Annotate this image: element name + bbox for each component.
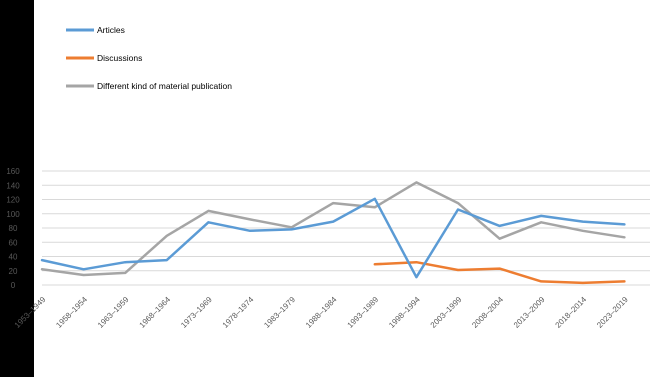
legend-label: Different kind of material publication — [97, 81, 232, 91]
data-point — [457, 208, 459, 211]
plot-background — [34, 0, 659, 377]
series-lines — [40, 181, 626, 285]
y-tick-label: 80 — [9, 224, 18, 233]
y-tick-label: 100 — [6, 210, 20, 219]
y-tick-label: 40 — [9, 253, 18, 262]
legend-label: Discussions — [97, 53, 142, 63]
legend-label: Articles — [97, 25, 125, 35]
y-axis-ticks: 0 20 40 60 80 100 120 140 160 — [6, 167, 20, 290]
y-tick-label: 140 — [6, 181, 20, 190]
data-point — [415, 261, 417, 263]
data-point — [540, 215, 542, 217]
y-tick-label: 20 — [9, 267, 18, 276]
data-point — [124, 272, 126, 274]
data-point — [249, 230, 251, 232]
data-point — [499, 268, 501, 270]
legend: Articles Discussions Different kind of mat… — [66, 25, 232, 91]
data-point — [166, 235, 168, 237]
data-point — [41, 268, 43, 270]
data-point — [582, 230, 584, 232]
data-point — [332, 220, 334, 223]
data-point — [291, 226, 293, 228]
data-point — [83, 274, 85, 276]
data-point — [540, 221, 542, 223]
data-point — [124, 261, 126, 263]
data-point — [499, 238, 501, 240]
data-point — [41, 259, 43, 261]
data-point — [623, 236, 626, 238]
data-point — [291, 228, 293, 231]
data-point — [415, 181, 417, 183]
y-tick-label: 120 — [6, 196, 20, 205]
data-point — [374, 198, 376, 200]
data-point — [207, 210, 209, 212]
y-tick-label: 0 — [11, 281, 16, 290]
data-point — [374, 206, 376, 208]
data-point — [249, 218, 251, 221]
data-point — [499, 225, 501, 227]
data-point — [623, 223, 626, 226]
data-point — [623, 280, 626, 283]
data-point — [457, 269, 459, 271]
data-point — [207, 221, 209, 223]
data-point — [166, 259, 168, 261]
y-tick-label: 60 — [9, 238, 18, 247]
data-point — [374, 263, 376, 265]
data-point — [83, 268, 85, 270]
y-tick-label: 160 — [6, 167, 20, 176]
data-point — [582, 282, 584, 284]
data-point — [457, 202, 459, 204]
data-point — [540, 280, 542, 283]
data-point — [332, 202, 334, 204]
data-point — [582, 220, 584, 223]
data-point — [415, 276, 417, 278]
